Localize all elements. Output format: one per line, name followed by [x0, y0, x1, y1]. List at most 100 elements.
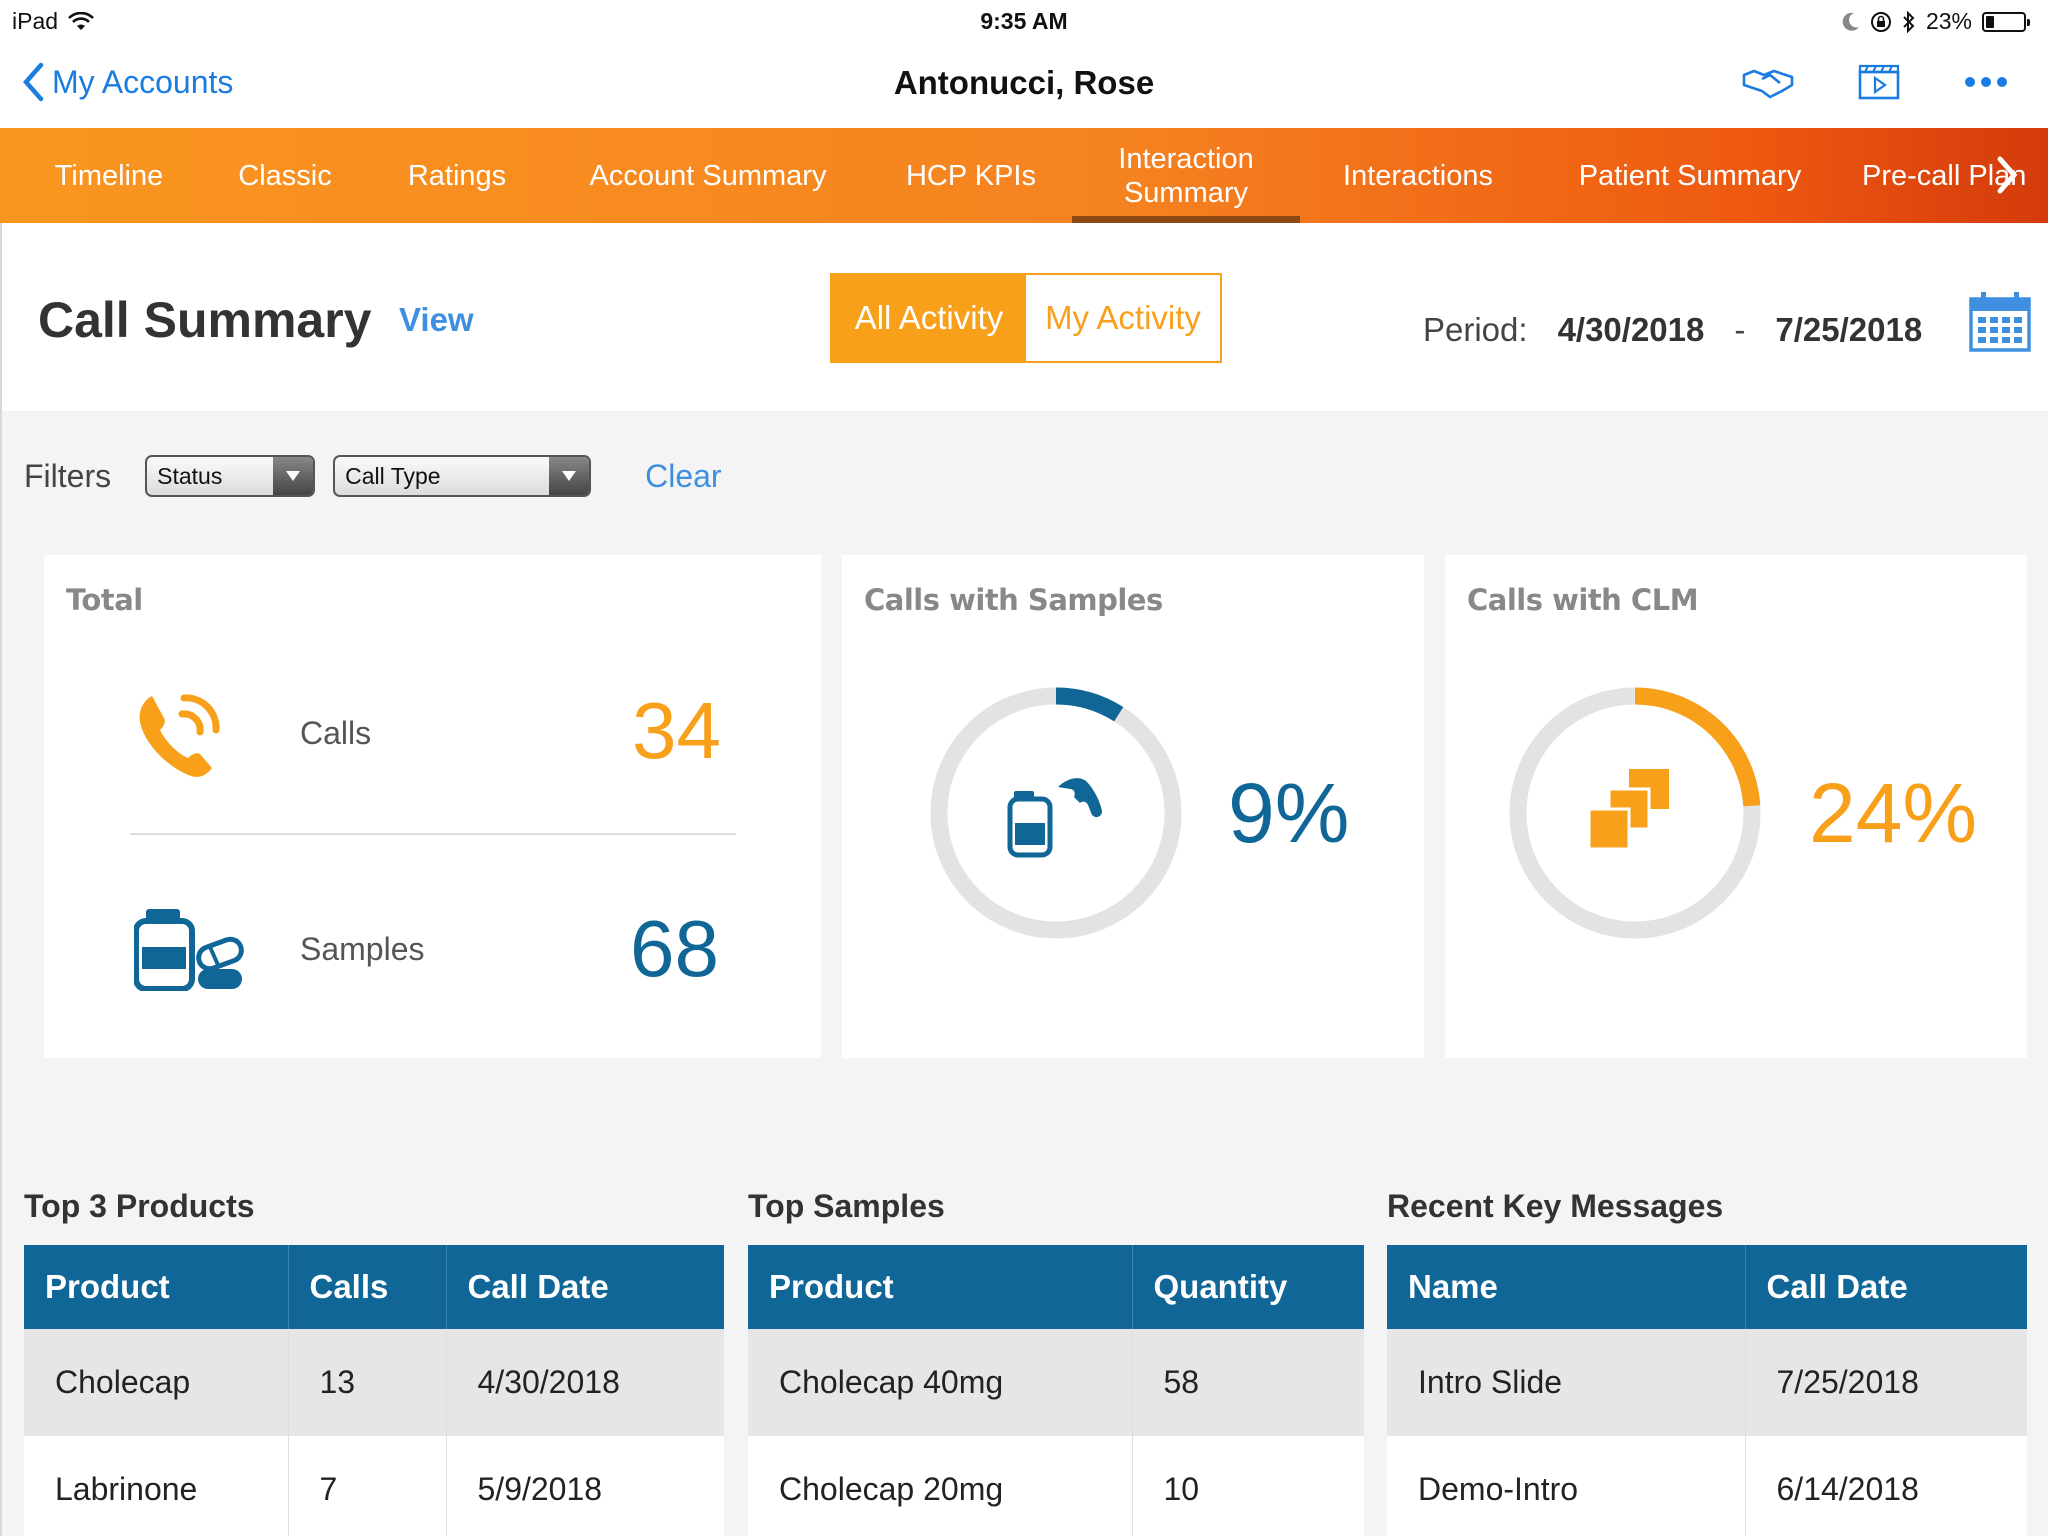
- account-tab-bar: Timeline Classic Ratings Account Summary…: [0, 128, 2048, 223]
- table-row[interactable]: Labrinone 7 5/9/2018: [24, 1436, 724, 1536]
- donut-progress: [1509, 687, 1761, 939]
- call-date-cell: 6/14/2018: [1745, 1436, 2027, 1536]
- column-header-quantity[interactable]: Quantity: [1132, 1245, 1364, 1329]
- column-header-call-date[interactable]: Call Date: [446, 1245, 724, 1329]
- handshake-button[interactable]: [1742, 65, 1794, 99]
- product-cell: Labrinone: [24, 1436, 289, 1536]
- filters-label: Filters: [24, 457, 112, 494]
- bluetooth-icon: [1903, 10, 1915, 33]
- page-title: Call Summary: [38, 292, 372, 348]
- table-row[interactable]: Cholecap 40mg 58: [748, 1329, 1364, 1436]
- rotation-lock-icon: [1870, 11, 1891, 32]
- column-header-product[interactable]: Product: [24, 1245, 289, 1329]
- navigation-bar: My Accounts Antonucci, Rose: [0, 40, 2048, 128]
- tab-hcp-kpis[interactable]: HCP KPIs: [905, 159, 1036, 192]
- back-button[interactable]: My Accounts: [22, 62, 233, 102]
- status-filter-select[interactable]: Status: [145, 455, 316, 497]
- column-header-name[interactable]: Name: [1387, 1245, 1746, 1329]
- tab-account-summary[interactable]: Account Summary: [589, 159, 827, 192]
- product-cell: Cholecap 40mg: [748, 1329, 1133, 1436]
- key-messages-table: Name Call Date Intro Slide 7/25/2018 Dem…: [1387, 1245, 2027, 1536]
- battery-percent: 23%: [1925, 8, 1972, 34]
- handshake-icon: [1742, 69, 1794, 99]
- back-label: My Accounts: [52, 63, 234, 100]
- name-cell: Demo-Intro: [1387, 1436, 1746, 1536]
- tab-classic[interactable]: Classic: [238, 159, 332, 192]
- media-button[interactable]: [1858, 64, 1900, 100]
- top-products-title: Top 3 Products: [24, 1188, 255, 1224]
- calendar-icon: [1969, 292, 2031, 352]
- tab-interactions[interactable]: Interactions: [1343, 159, 1493, 192]
- sample-call-icon: [1007, 778, 1102, 858]
- tab-ratings[interactable]: Ratings: [407, 159, 507, 192]
- samples-count: 68: [630, 904, 719, 993]
- chevron-left-icon: [22, 62, 44, 102]
- moon-icon: [1842, 12, 1859, 31]
- view-link[interactable]: View: [399, 301, 474, 338]
- samples-icon: [134, 909, 244, 991]
- dropdown-arrow-icon: [273, 457, 314, 495]
- status-bar: iPad 9:35 AM 23%: [0, 0, 2048, 40]
- card-title: Calls with Samples: [864, 583, 1163, 617]
- my-activity-button[interactable]: My Activity: [1026, 275, 1220, 361]
- card-title: Total: [66, 583, 143, 617]
- period-separator: -: [1734, 311, 1746, 348]
- column-header-calls[interactable]: Calls: [288, 1245, 447, 1329]
- top-samples-title: Top Samples: [748, 1188, 945, 1224]
- clm-donut: [1509, 687, 1761, 939]
- table-row[interactable]: Demo-Intro 6/14/2018: [1387, 1436, 2027, 1536]
- call-date-cell: 7/25/2018: [1745, 1329, 2027, 1436]
- call-type-filter-value: Call Type: [345, 462, 441, 489]
- calls-count: 34: [632, 686, 721, 775]
- calendar-button[interactable]: [1968, 289, 2032, 358]
- column-header-product[interactable]: Product: [748, 1245, 1133, 1329]
- table-row[interactable]: Cholecap 13 4/30/2018: [24, 1329, 724, 1436]
- clm-percent: 24%: [1809, 766, 1978, 860]
- filters-bar: Filters Status Call Type Clear: [24, 455, 722, 497]
- call-summary-content: Call Summary View All Activity My Activi…: [0, 223, 2048, 1536]
- calls-with-samples-card: Calls with Samples 9%: [842, 555, 1424, 1058]
- period-range: Period: 4/30/2018 - 7/25/2018: [1423, 311, 1922, 349]
- clm-slides-icon: [1587, 769, 1669, 851]
- all-activity-button[interactable]: All Activity: [832, 275, 1026, 361]
- summary-header: Call Summary View All Activity My Activi…: [2, 223, 2048, 411]
- video-clapper-icon: [1858, 64, 1900, 100]
- status-filter-value: Status: [157, 462, 223, 489]
- card-title: Calls with CLM: [1467, 583, 1699, 617]
- total-card: Total Calls 34 Samples 68: [44, 555, 821, 1058]
- tab-scroll-right-button[interactable]: [1996, 156, 2018, 199]
- quantity-cell: 58: [1132, 1329, 1364, 1436]
- top-samples-table: Product Quantity Cholecap 40mg 58 Cholec…: [748, 1245, 1364, 1536]
- more-horizontal-icon: [1965, 77, 2007, 87]
- clock: 9:35 AM: [980, 8, 1068, 34]
- calls-cell: 7: [288, 1436, 447, 1536]
- product-cell: Cholecap: [24, 1329, 289, 1436]
- calls-cell: 13: [288, 1329, 447, 1436]
- clear-filters-button[interactable]: Clear: [645, 457, 722, 494]
- tab-interaction-summary[interactable]: Interaction Summary: [1072, 128, 1300, 223]
- table-row[interactable]: Cholecap 20mg 10: [748, 1436, 1364, 1536]
- top-products-table: Product Calls Call Date Cholecap 13 4/30…: [24, 1245, 724, 1536]
- period-label: Period:: [1423, 311, 1528, 348]
- donut-progress: [930, 687, 1182, 939]
- samples-percent: 9%: [1228, 766, 1350, 860]
- call-date-cell: 5/9/2018: [446, 1436, 724, 1536]
- tab-patient-summary[interactable]: Patient Summary: [1578, 159, 1802, 192]
- quantity-cell: 10: [1132, 1436, 1364, 1536]
- tab-pre-call-plan[interactable]: Pre-call Plan: [1862, 159, 2027, 192]
- table-row[interactable]: Intro Slide 7/25/2018: [1387, 1329, 2027, 1436]
- samples-label: Samples: [300, 931, 425, 967]
- period-end-date[interactable]: 7/25/2018: [1775, 311, 1923, 348]
- more-button[interactable]: [1964, 76, 2008, 88]
- page-title-account: Antonucci, Rose: [893, 64, 1155, 101]
- key-messages-title: Recent Key Messages: [1387, 1188, 1724, 1224]
- call-date-cell: 4/30/2018: [446, 1329, 724, 1436]
- product-cell: Cholecap 20mg: [748, 1436, 1133, 1536]
- wifi-icon: [68, 11, 94, 30]
- activity-toggle: All Activity My Activity: [830, 273, 1222, 363]
- tab-timeline[interactable]: Timeline: [54, 159, 164, 192]
- period-start-date[interactable]: 4/30/2018: [1557, 311, 1705, 348]
- call-type-filter-select[interactable]: Call Type: [333, 455, 592, 497]
- column-header-call-date[interactable]: Call Date: [1745, 1245, 2027, 1329]
- calls-with-clm-card: Calls with CLM 24%: [1445, 555, 2027, 1058]
